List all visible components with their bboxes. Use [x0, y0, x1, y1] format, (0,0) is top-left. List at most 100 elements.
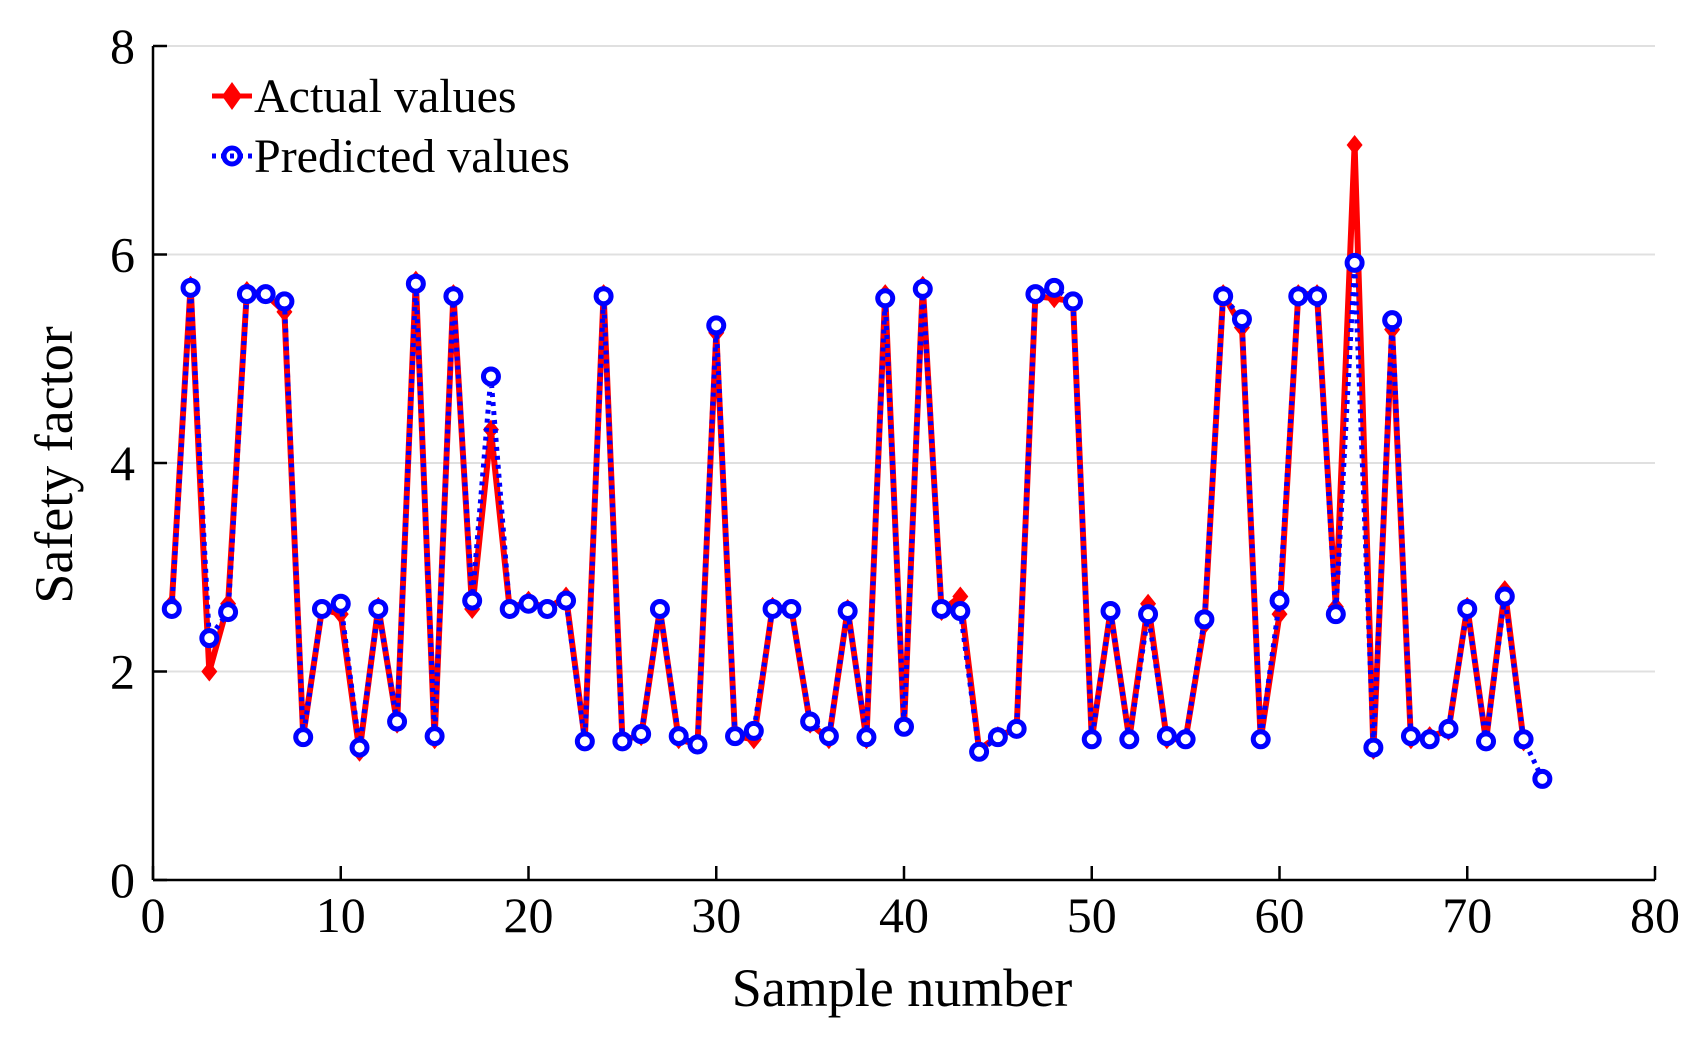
data-point-predicted: [1100, 601, 1121, 622]
data-point-predicted: [1250, 729, 1271, 750]
data-point-predicted: [1400, 726, 1421, 747]
x-tick-label: 20: [504, 887, 554, 943]
data-point-predicted: [255, 284, 276, 305]
series-layer: [161, 135, 1553, 789]
y-tick-label: 6: [110, 227, 135, 283]
data-point-predicted: [1419, 729, 1440, 750]
x-tick-label: 40: [879, 887, 929, 943]
data-point-predicted: [1476, 731, 1497, 752]
data-point-predicted: [368, 598, 389, 619]
data-point-predicted: [1119, 729, 1140, 750]
data-point-predicted: [1382, 310, 1403, 331]
data-point-predicted: [894, 716, 914, 737]
legend-entry-predicted: Predicted values: [212, 130, 570, 183]
data-point-predicted: [1194, 609, 1215, 630]
data-point-actual: [201, 661, 218, 682]
data-point-predicted: [1457, 598, 1478, 619]
data-point-predicted: [1288, 286, 1309, 307]
data-point-predicted: [349, 737, 370, 758]
data-point-predicted: [593, 286, 614, 307]
legend-entry-actual: Actual values: [212, 70, 517, 123]
data-point-predicted: [668, 726, 689, 747]
data-point-actual: [952, 586, 969, 607]
data-point-predicted: [837, 601, 858, 622]
x-axis-title: Sample number: [732, 958, 1072, 1018]
data-point-predicted: [443, 286, 464, 307]
data-point-predicted: [818, 726, 839, 747]
data-point-predicted: [1532, 768, 1553, 789]
x-tick-label: 60: [1255, 887, 1305, 943]
series-line-predicted: [169, 260, 1545, 780]
data-point-predicted: [161, 598, 182, 619]
legend-label-predicted: Predicted values: [254, 130, 570, 183]
data-point-predicted: [1025, 284, 1046, 305]
data-point-predicted: [1307, 286, 1328, 307]
data-point-predicted: [236, 284, 257, 305]
legend: Actual values Predicted values: [212, 70, 570, 183]
data-point-predicted: [330, 593, 351, 614]
data-point-predicted: [1325, 604, 1346, 625]
y-tick-label: 2: [110, 644, 135, 700]
data-point-predicted: [1175, 729, 1196, 750]
data-point-actual: [1346, 135, 1363, 156]
legend-marker-actual: [222, 82, 242, 110]
data-point-predicted: [199, 628, 220, 649]
data-point-predicted: [537, 598, 558, 619]
data-point-predicted: [518, 593, 539, 614]
data-point-predicted: [1044, 277, 1065, 298]
data-point-predicted: [706, 315, 727, 336]
data-point-predicted: [1363, 737, 1384, 758]
data-point-predicted: [931, 598, 952, 619]
data-point-predicted: [387, 711, 408, 732]
data-point-predicted: [987, 727, 1008, 748]
y-tick-label: 8: [110, 18, 135, 74]
data-point-predicted: [912, 278, 933, 299]
data-point-predicted: [311, 598, 332, 619]
data-point-predicted: [499, 598, 520, 619]
data-point-predicted: [1138, 604, 1159, 625]
y-tick-label: 4: [110, 435, 135, 491]
data-point-predicted: [1438, 718, 1459, 739]
data-point-predicted: [462, 590, 483, 611]
legend-label-actual: Actual values: [254, 70, 517, 123]
data-point-predicted: [1513, 729, 1534, 750]
data-point-predicted: [1006, 718, 1027, 739]
data-point-predicted: [1156, 726, 1177, 747]
data-point-predicted: [743, 720, 764, 741]
x-tick-label: 80: [1630, 887, 1680, 943]
data-point-actual: [482, 419, 499, 440]
data-point-predicted: [649, 598, 670, 619]
x-tick-label: 10: [316, 887, 366, 943]
data-point-predicted: [1494, 586, 1515, 607]
x-tick-label: 70: [1442, 887, 1492, 943]
data-point-predicted: [480, 366, 501, 387]
data-point-predicted: [1213, 286, 1234, 307]
y-tick-label: 0: [110, 852, 135, 908]
data-point-predicted: [1231, 309, 1252, 330]
data-point-predicted: [950, 601, 971, 622]
data-point-predicted: [556, 590, 577, 611]
data-point-predicted: [875, 288, 896, 309]
series-line-actual: [168, 142, 1527, 755]
data-point-predicted: [1062, 291, 1083, 312]
data-point-predicted: [856, 727, 877, 748]
data-point-predicted: [405, 273, 426, 294]
data-point-predicted: [781, 598, 802, 619]
y-axis-title: Safety factor: [24, 326, 84, 603]
data-point-predicted: [293, 727, 314, 748]
data-point-predicted: [180, 277, 201, 298]
data-point-predicted: [218, 602, 239, 623]
x-tick-label: 30: [691, 887, 741, 943]
data-point-predicted: [969, 741, 990, 762]
data-point-predicted: [725, 726, 746, 747]
legend-marker-predicted: [221, 145, 243, 167]
data-point-predicted: [800, 711, 821, 732]
data-point-predicted: [687, 734, 708, 755]
data-point-predicted: [1269, 590, 1290, 611]
data-point-predicted: [574, 731, 595, 752]
data-point-predicted: [612, 731, 633, 752]
data-point-predicted: [424, 726, 445, 747]
x-tick-label: 50: [1067, 887, 1117, 943]
